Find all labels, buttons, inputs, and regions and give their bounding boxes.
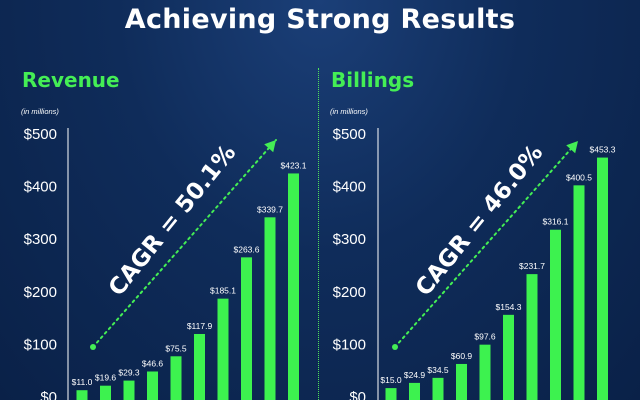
bar [76, 390, 88, 400]
bar [170, 356, 182, 400]
bar [573, 185, 585, 400]
y-tick-label: $100 [24, 336, 57, 353]
bar [194, 333, 205, 400]
bar [479, 344, 491, 400]
y-tick-label: $200 [333, 284, 366, 301]
bar [550, 229, 561, 400]
bar-value-label: $263.6 [234, 244, 260, 254]
bar-value-label: $97.6 [474, 332, 496, 342]
bar [432, 377, 444, 400]
bar-value-label: $24.9 [404, 370, 426, 380]
trend-arrow-head [566, 141, 578, 154]
bar-value-label: $11.0 [72, 377, 93, 387]
bar [503, 314, 514, 400]
bar [217, 298, 229, 400]
unit-note: (in millions) [330, 107, 368, 116]
trend-arrow-start [90, 344, 96, 350]
trend-arrow-head [264, 140, 276, 153]
bar [409, 382, 420, 400]
y-tick-label: $0 [349, 389, 366, 400]
y-tick-label: $400 [24, 179, 57, 196]
chart-title: Revenue [22, 68, 120, 92]
bar-value-label: $154.3 [496, 302, 522, 312]
y-tick-label: $0 [40, 389, 57, 400]
trend-arrow-line [92, 139, 277, 348]
bar-value-label: $34.5 [427, 365, 449, 375]
bar [597, 157, 608, 400]
bar-value-label: $185.1 [210, 286, 236, 296]
y-tick-label: $500 [24, 126, 57, 143]
bar-value-label: $231.7 [519, 261, 545, 271]
y-tick-label: $200 [24, 284, 57, 301]
bar-value-label: $423.1 [281, 160, 307, 170]
bar-value-label: $316.1 [543, 217, 569, 227]
y-tick-label: $400 [333, 179, 366, 196]
bar [100, 385, 111, 400]
bar [456, 363, 467, 400]
bar [241, 257, 252, 400]
bar-value-label: $19.6 [95, 373, 117, 383]
bar [385, 388, 397, 400]
bar [264, 217, 276, 400]
bar-value-label: $400.5 [566, 172, 592, 182]
bar [123, 380, 135, 400]
y-tick-label: $100 [333, 336, 366, 353]
bar-value-label: $29.3 [118, 368, 140, 378]
trend-arrow-line [394, 140, 579, 348]
bar-value-label: $339.7 [257, 204, 283, 214]
bar-value-label: $453.3 [590, 145, 616, 155]
bar-value-label: $46.6 [142, 358, 164, 368]
bar-value-label: $117.9 [187, 321, 213, 331]
cagr-annotation: CAGR = 50.1% [104, 140, 241, 301]
bar [288, 173, 299, 400]
bar-value-label: $75.5 [165, 343, 187, 353]
billings-chart: Billings (in millions) $0 $100 $200 $300 $400 $… [330, 68, 616, 400]
chart-title: Billings [331, 68, 414, 92]
unit-note: (in millions) [21, 107, 59, 116]
y-tick-label: $300 [24, 231, 57, 248]
revenue-chart: Revenue (in millions) $0 $100 $200 $300 $400 $5… [21, 68, 307, 400]
y-tick-label: $300 [333, 231, 366, 248]
y-tick-label: $500 [333, 126, 366, 143]
slide-title: Achieving Strong Results [124, 4, 516, 35]
bar [147, 371, 158, 400]
bar-value-label: $15.0 [380, 375, 402, 385]
panel-divider [318, 68, 319, 400]
bar [526, 274, 538, 400]
trend-arrow-start [392, 344, 398, 350]
bar-value-label: $60.9 [451, 351, 473, 361]
